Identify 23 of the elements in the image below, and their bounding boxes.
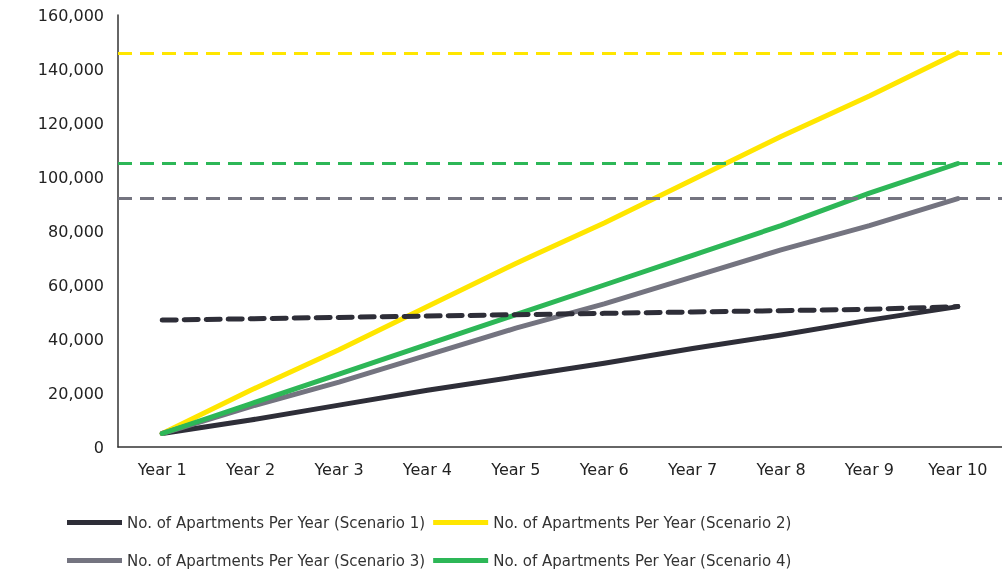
y-tick-label: 60,000 — [48, 275, 104, 295]
x-tick-label: Year 8 — [755, 459, 806, 479]
y-tick-label: 20,000 — [48, 383, 104, 403]
x-tick-label: Year 7 — [667, 459, 718, 479]
legend-label: No. of Apartments Per Year (Scenario 2) — [493, 513, 792, 532]
y-tick-label: 0 — [93, 437, 104, 457]
y-tick-label: 140,000 — [37, 59, 104, 79]
x-tick-label: Year 9 — [843, 459, 894, 479]
legend-label: No. of Apartments Per Year (Scenario 1) — [127, 513, 426, 532]
legend-label: No. of Apartments Per Year (Scenario 3) — [127, 551, 426, 570]
legend-label: No. of Apartments Per Year (Scenario 4) — [493, 551, 792, 570]
y-tick-label: 100,000 — [37, 167, 104, 187]
y-tick-label: 40,000 — [48, 329, 104, 349]
x-tick-label: Year 10 — [927, 459, 988, 479]
x-tick-label: Year 6 — [578, 459, 629, 479]
x-tick-label: Year 1 — [136, 459, 187, 479]
x-tick-label: Year 5 — [490, 459, 541, 479]
y-tick-label: 80,000 — [48, 221, 104, 241]
x-tick-label: Year 3 — [313, 459, 364, 479]
x-tick-label: Year 2 — [225, 459, 276, 479]
y-tick-label: 120,000 — [37, 113, 104, 133]
x-tick-label: Year 4 — [401, 459, 452, 479]
y-tick-label: 160,000 — [37, 5, 104, 25]
